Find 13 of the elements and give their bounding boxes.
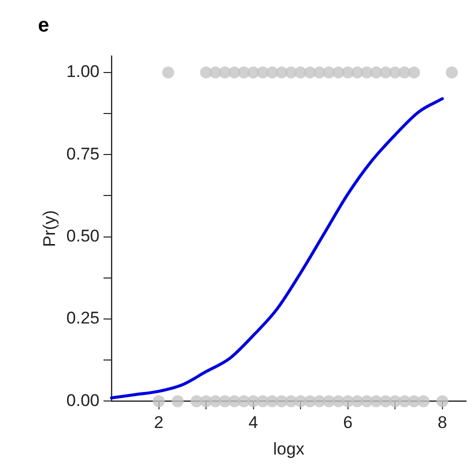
y-axis-title: Pr(y)	[40, 210, 59, 248]
y-tick-label: 0.25	[66, 308, 100, 328]
y-tick-label: 1.00	[66, 62, 100, 82]
x-tick-label: 6	[343, 413, 353, 432]
x-axis-title: logx	[273, 439, 305, 458]
y-tick-label: 0.75	[66, 144, 100, 164]
chart-title: e	[38, 14, 50, 37]
y-tick-label: 0.50	[66, 226, 100, 246]
y-tick-label: 0.00	[66, 390, 100, 410]
line-series	[110, 97, 444, 400]
x-tick-label: 8	[438, 413, 448, 432]
x-tick-label: 4	[248, 413, 258, 432]
x-tick-label: 2	[154, 413, 164, 432]
